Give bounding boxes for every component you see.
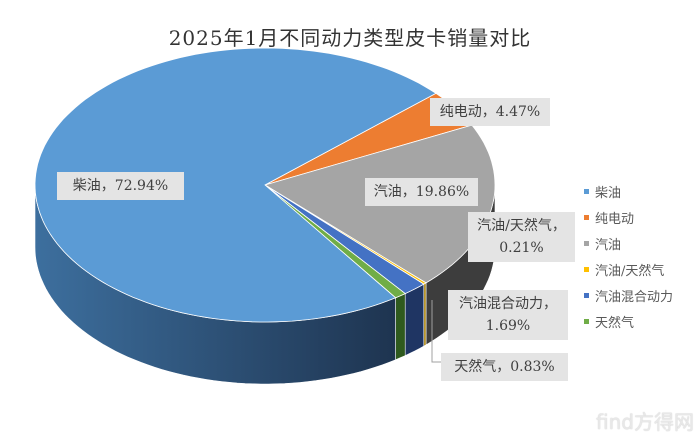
legend-item: 汽油	[584, 230, 673, 256]
legend-item: 汽油/天然气	[584, 256, 673, 282]
data-label-electric: 纯电动，4.47%	[430, 98, 550, 126]
legend-item: 纯电动	[584, 204, 673, 230]
legend-label: 纯电动	[595, 211, 635, 227]
data-label-diesel: 柴油，72.94%	[57, 172, 184, 200]
legend-item: 柴油	[584, 178, 673, 204]
data-label-gasoline-cng: 汽油/天然气，0.21%	[468, 212, 575, 262]
legend-label: 柴油	[595, 185, 622, 201]
data-label-gasoline: 汽油，19.86%	[365, 178, 478, 206]
legend-label: 汽油	[595, 237, 622, 253]
leader-line-natural-gas	[431, 300, 441, 363]
legend-swatch	[584, 240, 589, 246]
data-label-natural-gas: 天然气，0.83%	[441, 353, 568, 381]
pie-side-hybrid	[404, 283, 425, 357]
data-label-hybrid: 汽油混合动力，1.69%	[448, 290, 568, 340]
legend-item: 天然气	[584, 308, 673, 334]
legend-item: 汽油混合动力	[584, 282, 673, 308]
legend: 柴油 纯电动 汽油 汽油/天然气 汽油混合动力 天然气	[584, 178, 673, 334]
legend-swatch	[584, 318, 589, 324]
pie-side-gasoline-cng	[423, 282, 427, 347]
legend-swatch	[584, 266, 589, 272]
watermark-logo: find方得网	[596, 410, 694, 434]
legend-label: 天然气	[595, 315, 635, 331]
pie-side-natural-gas	[395, 293, 406, 361]
legend-swatch	[584, 214, 589, 220]
legend-swatch	[584, 188, 589, 194]
legend-label: 汽油/天然气	[595, 263, 665, 279]
chart-title: 2025年1月不同动力类型皮卡销量对比	[168, 26, 532, 50]
pie-slice-diesel	[34, 47, 437, 323]
legend-label: 汽油混合动力	[595, 289, 674, 305]
legend-swatch	[584, 292, 589, 298]
